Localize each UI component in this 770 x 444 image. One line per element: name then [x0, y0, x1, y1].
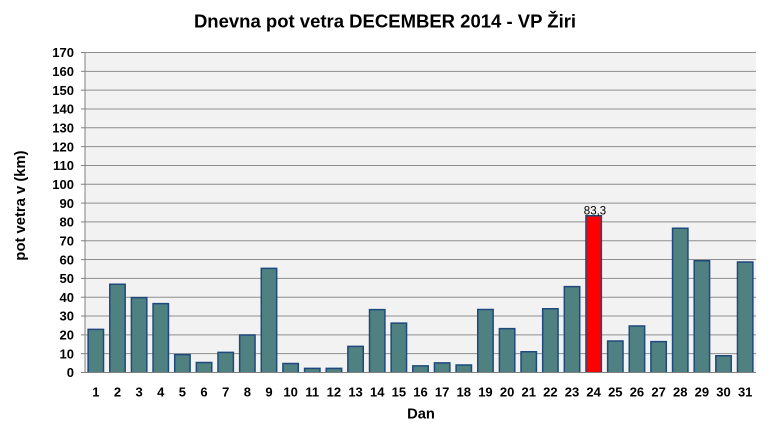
svg-text:27: 27 — [651, 385, 665, 400]
svg-text:7: 7 — [222, 385, 229, 400]
svg-text:9: 9 — [265, 385, 272, 400]
svg-text:40: 40 — [60, 290, 74, 305]
svg-text:11: 11 — [305, 385, 319, 400]
svg-text:6: 6 — [200, 385, 207, 400]
svg-text:21: 21 — [521, 385, 535, 400]
svg-text:5: 5 — [179, 385, 186, 400]
svg-text:170: 170 — [52, 45, 74, 60]
svg-text:Dnevna pot vetra DECEMBER 2014: Dnevna pot vetra DECEMBER 2014 - VP Žiri — [194, 11, 576, 32]
svg-text:31: 31 — [738, 385, 752, 400]
svg-text:12: 12 — [327, 385, 341, 400]
svg-text:3: 3 — [135, 385, 142, 400]
svg-text:110: 110 — [53, 158, 74, 173]
svg-text:83,3: 83,3 — [584, 206, 606, 218]
svg-text:29: 29 — [695, 385, 709, 400]
svg-text:90: 90 — [60, 196, 74, 211]
svg-text:23: 23 — [565, 385, 579, 400]
svg-text:10: 10 — [283, 385, 297, 400]
svg-text:120: 120 — [52, 139, 74, 154]
svg-text:13: 13 — [348, 385, 362, 400]
svg-text:140: 140 — [52, 102, 74, 117]
svg-text:1: 1 — [92, 385, 99, 400]
svg-text:100: 100 — [52, 177, 74, 192]
svg-text:50: 50 — [60, 271, 74, 286]
svg-text:25: 25 — [608, 385, 622, 400]
svg-text:28: 28 — [673, 385, 687, 400]
svg-text:10: 10 — [60, 346, 74, 361]
svg-text:pot vetra v (km): pot vetra v (km) — [13, 150, 29, 260]
svg-text:Dan: Dan — [407, 407, 435, 423]
svg-text:30: 30 — [60, 309, 74, 324]
svg-text:80: 80 — [60, 215, 74, 230]
svg-text:130: 130 — [52, 120, 74, 135]
svg-text:22: 22 — [543, 385, 557, 400]
svg-text:14: 14 — [370, 385, 385, 400]
svg-text:20: 20 — [60, 328, 74, 343]
svg-text:2: 2 — [114, 385, 121, 400]
svg-text:60: 60 — [60, 252, 74, 267]
svg-text:4: 4 — [157, 385, 165, 400]
svg-text:70: 70 — [60, 233, 74, 248]
svg-text:8: 8 — [244, 385, 251, 400]
svg-text:18: 18 — [457, 385, 471, 400]
svg-text:19: 19 — [478, 385, 492, 400]
svg-text:26: 26 — [630, 385, 644, 400]
svg-text:17: 17 — [435, 385, 449, 400]
svg-text:30: 30 — [716, 385, 730, 400]
svg-text:24: 24 — [586, 385, 601, 400]
svg-text:15: 15 — [392, 385, 406, 400]
svg-text:20: 20 — [500, 385, 514, 400]
svg-text:0: 0 — [67, 365, 74, 380]
svg-text:150: 150 — [52, 83, 74, 98]
svg-text:160: 160 — [52, 64, 74, 79]
svg-text:16: 16 — [413, 385, 427, 400]
